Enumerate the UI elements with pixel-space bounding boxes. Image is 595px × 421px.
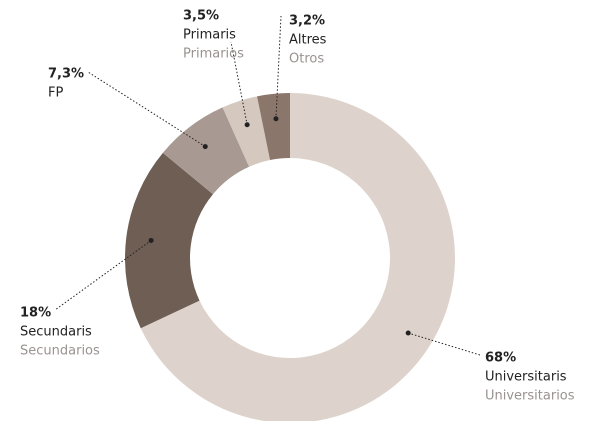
category-label: Altres — [289, 33, 327, 48]
category-label: Universitaris — [485, 370, 567, 385]
value-label: 68% — [485, 351, 516, 366]
value-label: 3,2% — [289, 14, 325, 29]
leader-dot — [405, 330, 411, 336]
donut-segment — [162, 107, 250, 195]
category-label-es: Universitarios — [485, 389, 575, 404]
category-label: Secundaris — [20, 325, 92, 340]
donut-segment — [125, 152, 213, 329]
value-label: 7,3% — [48, 67, 84, 82]
leader-line — [87, 71, 206, 147]
category-label-es: Otros — [289, 52, 324, 67]
donut-segment — [140, 93, 455, 421]
leader-line — [54, 240, 152, 311]
category-label: Primaris — [183, 28, 236, 43]
leader-dot — [202, 144, 208, 150]
donut-segment — [257, 93, 290, 161]
value-label: 18% — [20, 306, 51, 321]
donut-segment — [222, 96, 271, 167]
leader-line — [230, 41, 248, 125]
category-label-es: Primarios — [183, 47, 244, 62]
leader-dot — [244, 122, 250, 128]
leader-dot — [148, 237, 154, 243]
leader-dot — [273, 116, 279, 122]
category-label: FP — [48, 86, 63, 101]
value-label: 3,5% — [183, 9, 219, 24]
category-label-es: Secundarios — [20, 344, 100, 359]
